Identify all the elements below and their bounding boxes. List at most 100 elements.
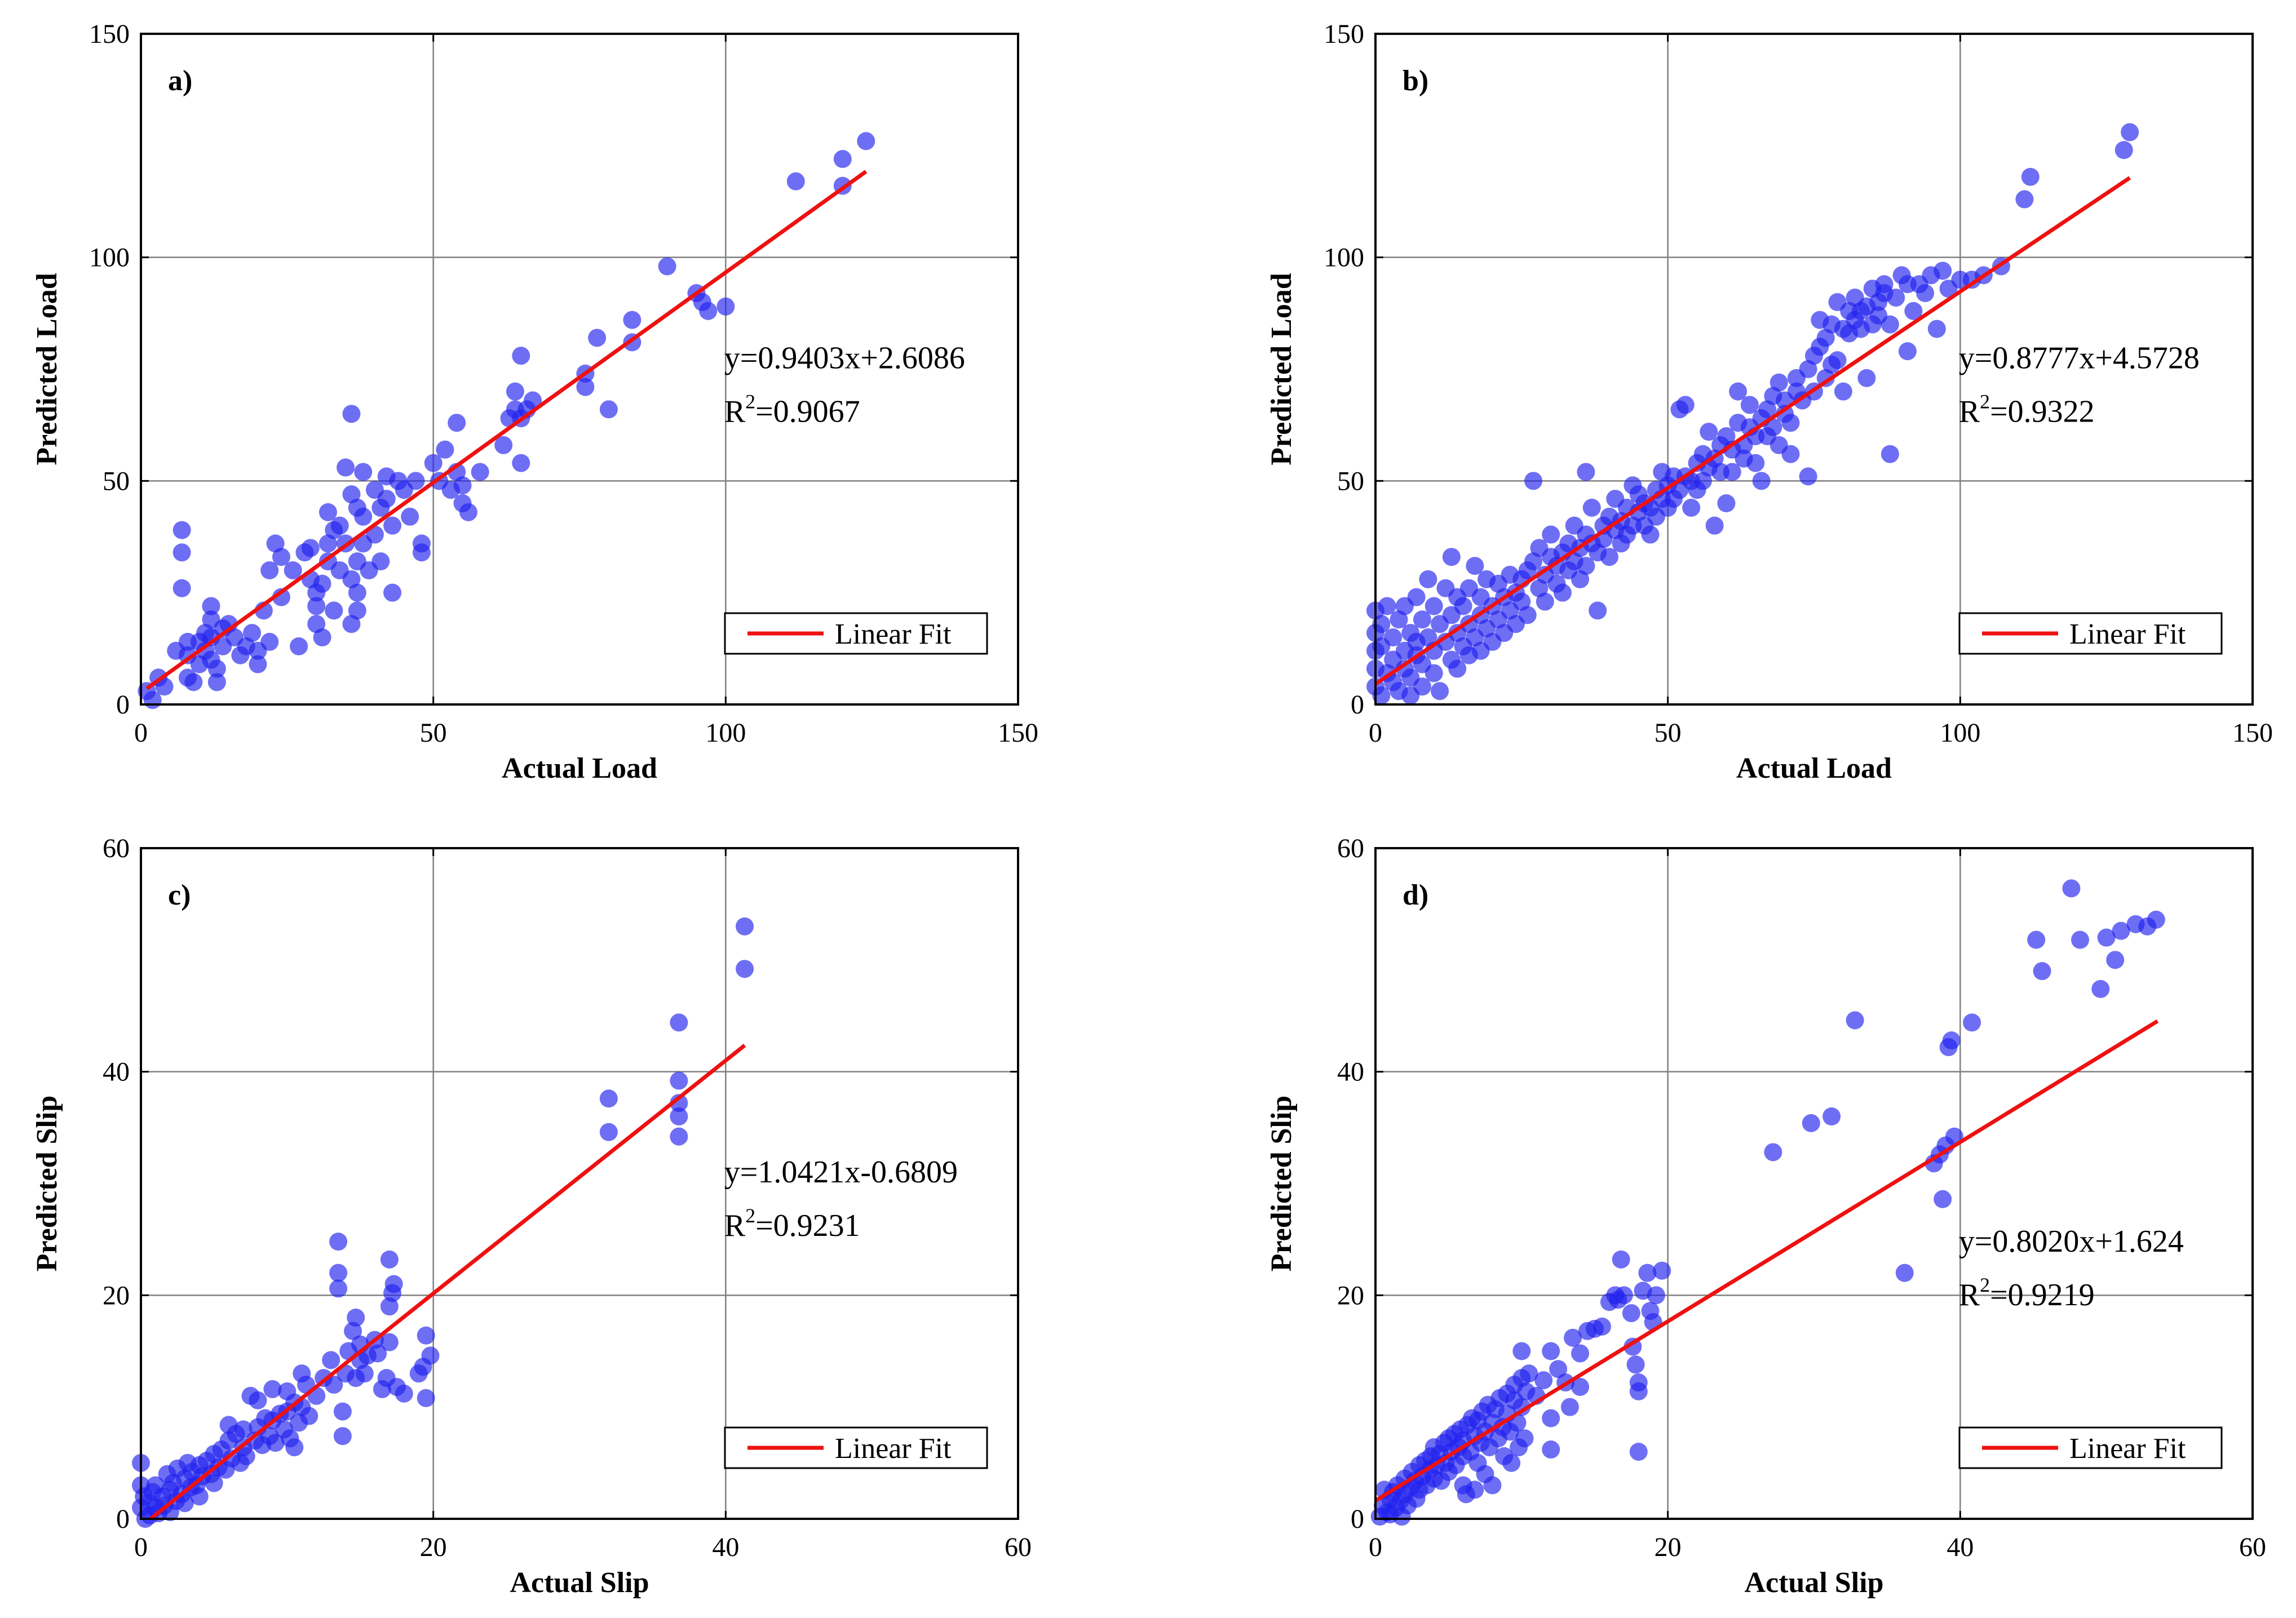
data-point: [1857, 369, 1876, 387]
x-tick-label: 0: [134, 1532, 148, 1562]
data-point: [1822, 1107, 1841, 1125]
data-point: [348, 601, 366, 620]
data-point: [354, 507, 373, 526]
data-point: [260, 632, 279, 651]
x-tick-label: 0: [134, 718, 148, 748]
data-point: [284, 561, 302, 579]
x-axis-label: Actual Slip: [1744, 1567, 1883, 1599]
data-point: [333, 1402, 352, 1421]
data-point: [1483, 1476, 1502, 1495]
data-point: [1705, 516, 1724, 535]
data-point: [2097, 928, 2116, 947]
data-point: [2062, 879, 2081, 898]
data-point: [1641, 525, 1660, 544]
linear-fit-line: [145, 170, 868, 690]
data-point: [355, 1364, 374, 1383]
data-point: [670, 1013, 688, 1032]
plot-frame: [140, 33, 1019, 706]
r-squared-value: =0.9219: [1990, 1278, 2095, 1313]
data-point: [670, 1127, 688, 1146]
data-point: [1799, 467, 1817, 486]
legend-label: Linear Fit: [835, 1433, 952, 1465]
data-point: [325, 601, 343, 620]
data-point: [207, 659, 226, 678]
data-point: [207, 673, 226, 691]
data-point: [202, 597, 220, 615]
data-point: [471, 463, 489, 481]
data-point: [243, 624, 262, 642]
y-tick-label: 0: [116, 690, 130, 720]
r-squared: R2=0.9219: [1959, 1274, 2095, 1313]
data-point: [1378, 597, 1396, 615]
panel-b: 0 50 100 150 0 50 100 150 Actual Load Predicted L…: [1266, 19, 2273, 784]
r-squared: R2=0.9231: [724, 1204, 860, 1243]
data-point: [318, 503, 337, 521]
data-point: [313, 574, 331, 593]
legend: Linear Fit: [724, 612, 988, 655]
data-point: [1577, 463, 1595, 481]
data-point: [506, 382, 524, 401]
data-point: [670, 1107, 688, 1125]
data-point: [325, 1376, 343, 1394]
r-squared: R2=0.9067: [724, 390, 860, 429]
data-point: [1834, 382, 1852, 401]
data-point: [1542, 1342, 1560, 1360]
x-axis-label: Actual Load: [1736, 752, 1892, 784]
data-point: [322, 1351, 340, 1369]
x-tick-label: 60: [1005, 1532, 1032, 1562]
r-squared-symbol: R: [1959, 394, 1980, 429]
data-point: [716, 297, 735, 316]
data-point: [524, 391, 542, 410]
data-point: [421, 1346, 440, 1365]
data-point: [1372, 686, 1391, 705]
data-point: [1384, 628, 1403, 646]
data-point: [301, 539, 320, 557]
data-point: [1916, 284, 1935, 303]
data-point: [380, 1297, 399, 1316]
data-point: [1512, 1342, 1531, 1360]
y-tick-label: 100: [89, 243, 130, 273]
data-point: [263, 1380, 282, 1398]
data-point: [285, 1438, 304, 1457]
r-squared: R2=0.9322: [1959, 390, 2095, 429]
panel-d: 0 20 40 60 0 20 40 60 Actual Slip Predicted Slip d…: [1266, 834, 2266, 1599]
data-point: [1653, 1261, 1671, 1280]
data-point: [1431, 682, 1449, 701]
data-point: [1942, 1031, 1961, 1050]
x-tick-label: 0: [1369, 1532, 1382, 1562]
data-point: [1549, 1360, 1568, 1378]
data-point: [1502, 1453, 1521, 1472]
data-point: [1629, 1443, 1648, 1461]
data-point: [1542, 1440, 1560, 1459]
data-point: [175, 1494, 194, 1513]
data-point: [1638, 1264, 1657, 1282]
y-axis-label: Predicted Slip: [31, 1096, 63, 1271]
data-point: [300, 1407, 318, 1425]
data-point: [1682, 498, 1701, 517]
x-tick-label: 60: [2239, 1532, 2266, 1562]
data-point: [1887, 289, 1905, 307]
data-point: [234, 1420, 253, 1439]
data-point: [412, 534, 431, 553]
data-point: [424, 454, 443, 472]
data-point: [2114, 141, 2133, 159]
data-point: [1520, 1364, 1538, 1383]
data-point: [1934, 261, 1952, 280]
y-tick-label: 0: [116, 1504, 130, 1534]
data-point: [2121, 123, 2139, 141]
data-point: [1723, 463, 1741, 481]
plot-frame: [140, 847, 1019, 1520]
data-point: [1927, 320, 1946, 338]
data-point: [1425, 664, 1443, 682]
data-point: [1577, 557, 1595, 575]
data-point: [599, 400, 618, 419]
data-point: [172, 521, 191, 539]
data-point: [290, 637, 308, 655]
panel-a: 0 50 100 150 0 50 100 150 Actual Load Predicted L…: [31, 19, 1038, 784]
y-tick-label: 20: [1337, 1280, 1364, 1310]
legend: Linear Fit: [724, 1426, 988, 1469]
data-point: [249, 1391, 267, 1409]
x-tick-label: 20: [1654, 1532, 1682, 1562]
data-point: [786, 172, 805, 190]
